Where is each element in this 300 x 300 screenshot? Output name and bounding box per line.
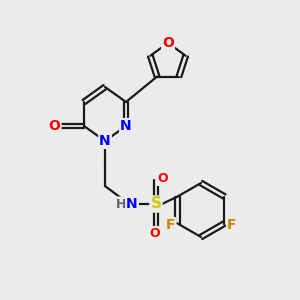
Text: O: O [162, 36, 174, 50]
Text: O: O [149, 227, 160, 240]
Text: H: H [116, 197, 127, 211]
Text: O: O [157, 172, 168, 185]
Text: F: F [227, 218, 237, 232]
Text: S: S [151, 196, 161, 211]
Text: N: N [99, 134, 111, 148]
Text: N: N [120, 119, 132, 133]
Text: N: N [126, 197, 138, 211]
Text: O: O [49, 119, 61, 133]
Text: F: F [165, 218, 175, 232]
